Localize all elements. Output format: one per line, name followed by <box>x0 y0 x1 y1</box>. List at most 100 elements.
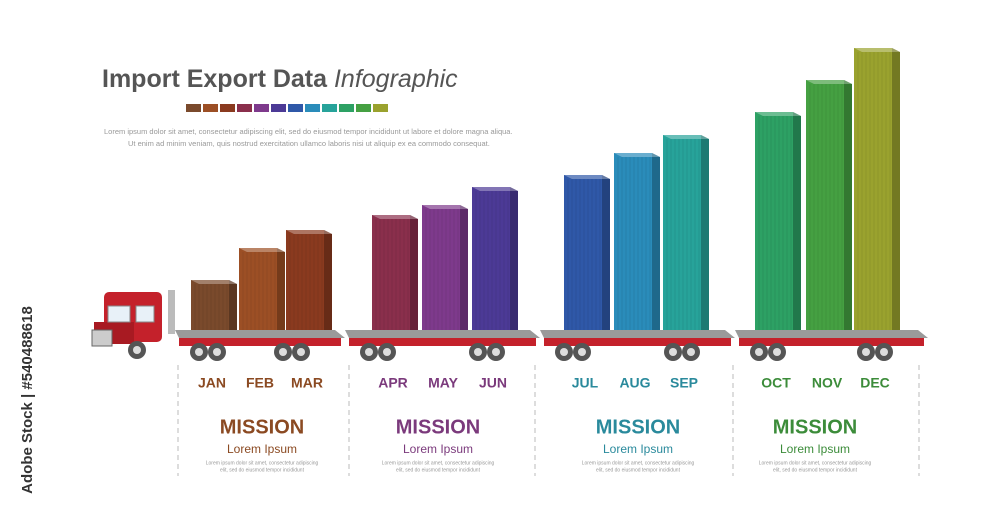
month-label: FEB <box>246 375 274 391</box>
month-label: JAN <box>198 375 226 391</box>
trailer-deck <box>540 330 735 338</box>
bar-shade <box>510 187 518 330</box>
month-label: JUN <box>479 375 507 391</box>
bar-shade <box>793 112 801 330</box>
bar-top <box>239 248 285 252</box>
month-label: SEP <box>670 375 698 391</box>
hub <box>383 348 391 356</box>
bar-top <box>663 135 709 139</box>
bar <box>472 187 510 330</box>
truck-cab <box>91 290 175 359</box>
bar-side <box>652 153 660 330</box>
bar-shade <box>460 205 468 330</box>
title-main: Import Export Data <box>102 65 328 93</box>
panel-text: Lorem ipsum dolor sit amet, consectetur … <box>382 460 495 466</box>
trailer-frame <box>349 338 536 346</box>
panel-text: Lorem ipsum dolor sit amet, consectetur … <box>582 460 695 466</box>
hub <box>687 348 695 356</box>
panel-subtitle: Lorem Ipsum <box>227 442 297 456</box>
intro-text: Ut enim ad minim veniam, quis nostrud ex… <box>128 139 490 148</box>
bar-shade <box>277 248 285 330</box>
bar-side <box>277 248 285 330</box>
bar-top <box>854 48 900 52</box>
bar-shade <box>324 230 332 330</box>
trailer-frame <box>179 338 341 346</box>
bar <box>806 80 844 330</box>
bar <box>422 205 460 330</box>
hub <box>474 348 482 356</box>
bar-shade <box>602 175 610 330</box>
bar-top <box>614 153 660 157</box>
bar <box>239 248 277 330</box>
bar-shade <box>892 48 900 330</box>
trailer-deck <box>735 330 928 338</box>
intro-text: Lorem ipsum dolor sit amet, consectetur … <box>104 127 513 136</box>
hub <box>578 348 586 356</box>
swatch <box>254 104 269 112</box>
hub <box>773 348 781 356</box>
bar-side <box>460 205 468 330</box>
bar <box>755 112 793 330</box>
hub <box>365 348 373 356</box>
swatch <box>288 104 303 112</box>
bar <box>614 153 652 330</box>
panel-text: elit, sed do eiusmod tempor incididunt <box>396 467 481 473</box>
bar-top <box>372 215 418 219</box>
hub <box>213 348 221 356</box>
bar-top <box>422 205 468 209</box>
bars <box>191 48 900 330</box>
panel-subtitle: Lorem Ipsum <box>780 442 850 456</box>
color-swatches <box>186 104 388 112</box>
panel-title: MISSION <box>396 416 480 438</box>
bar-top <box>806 80 852 84</box>
panel-subtitle: Lorem Ipsum <box>403 442 473 456</box>
trailers <box>175 330 928 361</box>
panel-subtitle: Lorem Ipsum <box>603 442 673 456</box>
swatch <box>339 104 354 112</box>
bar-side <box>892 48 900 330</box>
swatch <box>203 104 218 112</box>
panel-text: elit, sed do eiusmod tempor incididunt <box>773 467 858 473</box>
bar-top <box>286 230 332 234</box>
month-label: MAR <box>291 375 323 391</box>
bar-top <box>564 175 610 179</box>
bar-shade <box>844 80 852 330</box>
trailer-deck <box>175 330 345 338</box>
month-label: NOV <box>812 375 843 391</box>
month-label: OCT <box>761 375 791 391</box>
bar <box>564 175 602 330</box>
bar <box>663 135 701 330</box>
bar-top <box>472 187 518 191</box>
hub <box>560 348 568 356</box>
bar-side <box>793 112 801 330</box>
bar-top <box>755 112 801 116</box>
panel-text: elit, sed do eiusmod tempor incididunt <box>220 467 305 473</box>
panel-text: Lorem ipsum dolor sit amet, consectetur … <box>759 460 872 466</box>
bar-top <box>191 280 237 284</box>
swatch <box>237 104 252 112</box>
panel-title: MISSION <box>220 416 304 438</box>
swatch <box>186 104 201 112</box>
bar-shade <box>410 215 418 330</box>
month-label: AUG <box>619 375 650 391</box>
bar-side <box>510 187 518 330</box>
swatch <box>271 104 286 112</box>
hub <box>880 348 888 356</box>
bar-shade <box>701 135 709 330</box>
bar <box>191 280 229 330</box>
bar <box>854 48 892 330</box>
panel-title: MISSION <box>773 416 857 438</box>
bar-side <box>410 215 418 330</box>
swatch <box>322 104 337 112</box>
panel-text: Lorem ipsum dolor sit amet, consectetur … <box>206 460 319 466</box>
hub <box>297 348 305 356</box>
bar-side <box>602 175 610 330</box>
title-emphasis: Infographic <box>334 65 458 93</box>
bar <box>286 230 324 330</box>
trailer-frame <box>739 338 924 346</box>
bar-side <box>701 135 709 330</box>
trailer-deck <box>345 330 540 338</box>
hub <box>755 348 763 356</box>
hub <box>862 348 870 356</box>
swatch <box>220 104 235 112</box>
